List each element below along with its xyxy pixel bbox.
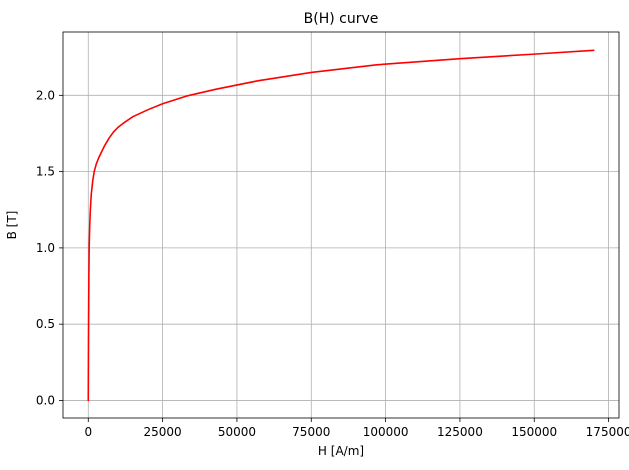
y-tick-label: 0.5 <box>36 317 55 331</box>
y-tick-label: 2.0 <box>36 88 55 102</box>
series-line-0 <box>87 49 595 402</box>
plot-frame <box>62 31 620 419</box>
x-axis-label: H [A/m] <box>318 444 364 458</box>
x-tick-label: 0 <box>84 425 92 439</box>
x-tick-label: 150000 <box>511 425 557 439</box>
x-tick-label: 75000 <box>292 425 330 439</box>
grid-lines <box>63 32 619 418</box>
series-layer <box>87 49 595 402</box>
x-tick-label: 25000 <box>144 425 182 439</box>
x-tick-label: 125000 <box>437 425 483 439</box>
y-tick-label: 1.5 <box>36 165 55 179</box>
x-tick-label: 50000 <box>218 425 256 439</box>
y-axis-ticks: 0.0 0.5 1.0 1.5 2.0 <box>36 88 63 407</box>
y-axis-label: B [T] <box>5 211 19 240</box>
x-axis-ticks: 0 25000 50000 75000 100000 125000 150000 175000 <box>84 418 629 439</box>
x-tick-label: 175000 <box>586 425 629 439</box>
y-tick-label: 1.0 <box>36 241 55 255</box>
y-tick-label: 0.0 <box>36 393 55 407</box>
x-tick-label: 100000 <box>363 425 409 439</box>
chart-title: B(H) curve <box>304 11 379 27</box>
